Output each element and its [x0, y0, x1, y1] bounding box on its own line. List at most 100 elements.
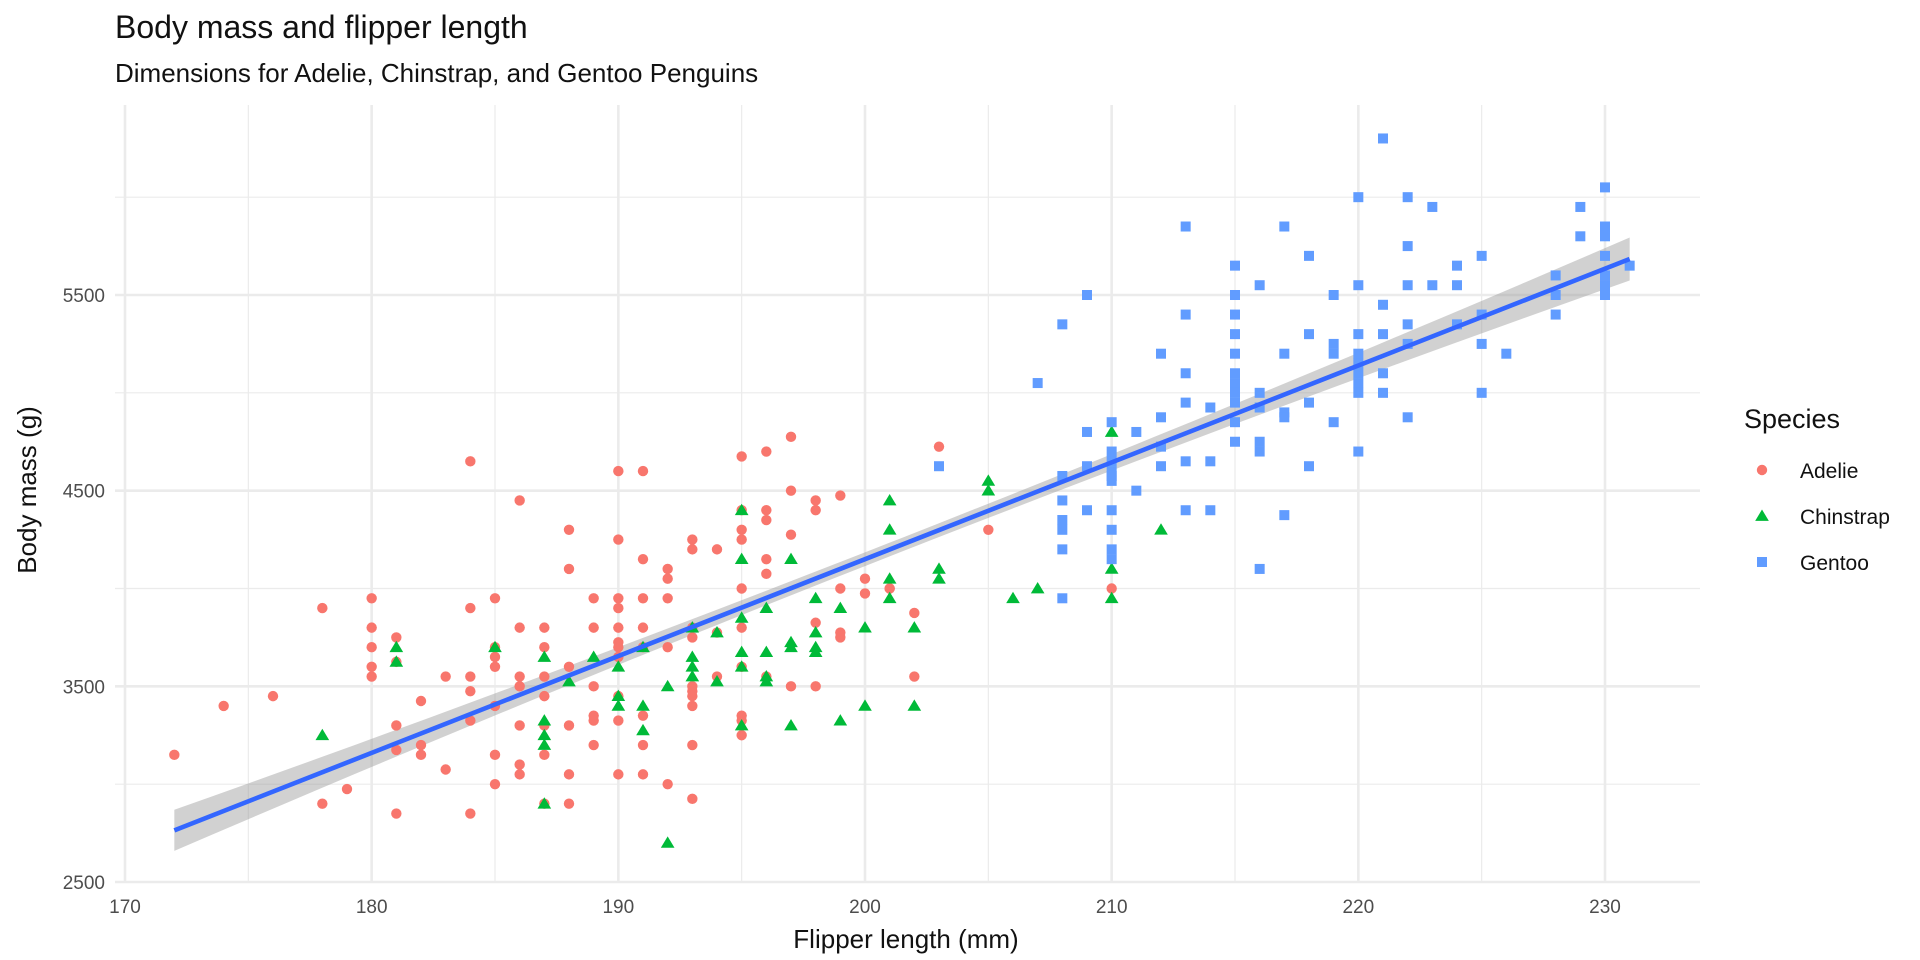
legend-key-chinstrap [1755, 509, 1769, 521]
gentoo-point [1378, 329, 1388, 340]
adelie-point [588, 622, 599, 633]
gentoo-point [1230, 260, 1240, 271]
y-tick-label: 2500 [63, 873, 105, 894]
adelie-point [317, 798, 328, 809]
adelie-point [1106, 583, 1117, 594]
adelie-point [785, 431, 797, 443]
chinstrap-point [734, 718, 749, 731]
adelie-point [341, 783, 353, 795]
gentoo-point [1279, 348, 1290, 359]
adelie-point [465, 671, 476, 682]
gentoo-point [1131, 426, 1142, 437]
gentoo-point [1402, 280, 1413, 291]
gentoo-point [1180, 505, 1191, 516]
gentoo-point [1254, 436, 1265, 447]
adelie-point [514, 671, 525, 682]
adelie-point [613, 715, 624, 726]
gentoo-point [1230, 348, 1240, 359]
chinstrap-point [660, 679, 675, 692]
gentoo-point [1205, 505, 1216, 516]
gentoo-point [1057, 524, 1068, 535]
gentoo-point [1230, 436, 1240, 447]
gentoo-point [1230, 368, 1240, 379]
x-tick-label: 200 [849, 897, 881, 918]
gentoo-point [1180, 221, 1191, 232]
gentoo-point [1082, 290, 1092, 300]
legend-key-adelie [1756, 464, 1768, 476]
adelie-point [465, 686, 476, 697]
adelie-point [366, 642, 377, 653]
gentoo-point [1600, 280, 1610, 291]
grid-layer [115, 105, 1700, 884]
chinstrap-point [981, 474, 996, 486]
gentoo-point [1279, 412, 1290, 423]
chinstrap-point [784, 718, 798, 731]
adelie-point [662, 642, 673, 653]
adelie-point [637, 465, 649, 477]
adelie-point [514, 622, 525, 633]
adelie-point [637, 769, 649, 780]
adelie-point [588, 739, 599, 751]
x-tick-label: 230 [1589, 897, 1621, 918]
adelie-point [317, 602, 328, 614]
gentoo-point [1254, 402, 1265, 413]
chinstrap-point [759, 674, 774, 687]
gentoo-point [1230, 397, 1240, 408]
adelie-point [391, 808, 402, 819]
gentoo-point [1402, 241, 1413, 252]
chinstrap-point [586, 650, 601, 662]
chinstrap-point [685, 650, 700, 662]
regression-line [173, 256, 1631, 833]
chinstrap-point [1154, 523, 1168, 535]
adelie-point [785, 681, 797, 692]
y-tick-label: 3500 [63, 677, 105, 698]
y-tick-label: 4500 [63, 482, 105, 503]
gentoo-point [1106, 505, 1117, 516]
gentoo-point [1353, 387, 1364, 398]
adelie-point [736, 534, 747, 545]
gentoo-point [1180, 309, 1191, 320]
adelie-point [687, 544, 698, 555]
adelie-point [539, 642, 550, 653]
gentoo-point [1230, 387, 1240, 398]
gentoo-point [1106, 544, 1117, 555]
adelie-point [489, 749, 501, 761]
adelie-point [489, 661, 501, 672]
gentoo-point [1304, 329, 1314, 340]
y-axis-title: Body mass (g) [12, 406, 42, 574]
gentoo-point [1624, 260, 1635, 271]
adelie-point [810, 617, 821, 628]
chinstrap-point [636, 699, 650, 711]
chinstrap-point [537, 728, 552, 741]
chinstrap-point [562, 674, 576, 687]
chinstrap-point [1104, 562, 1119, 574]
gentoo-point [1378, 368, 1388, 379]
adelie-point [637, 593, 649, 604]
gentoo-point [1156, 348, 1166, 359]
adelie-point [267, 690, 279, 702]
gentoo-point [1156, 441, 1166, 452]
adelie-point [489, 593, 501, 604]
adelie-point [761, 514, 772, 526]
chinstrap-point [734, 503, 749, 516]
legend-label-adelie: Adelie [1800, 460, 1858, 483]
adelie-point [588, 593, 599, 604]
gentoo-point [1550, 270, 1561, 281]
gentoo-point [1600, 182, 1610, 193]
adelie-point [613, 534, 624, 545]
gentoo-point [1254, 280, 1265, 291]
gentoo-point [1230, 378, 1240, 389]
chinstrap-point [537, 650, 552, 662]
adelie-point [662, 573, 673, 584]
gentoo-point [1476, 387, 1487, 398]
chinstrap-point [907, 699, 922, 711]
chinstrap-point [833, 601, 848, 613]
gentoo-point [1600, 221, 1610, 232]
gentoo-point [1156, 412, 1166, 423]
adelie-point [637, 710, 649, 721]
adelie-point [884, 583, 895, 594]
adelie-point [736, 451, 747, 462]
adelie-point [465, 456, 476, 467]
adelie-point [366, 593, 377, 604]
adelie-point [391, 632, 402, 643]
